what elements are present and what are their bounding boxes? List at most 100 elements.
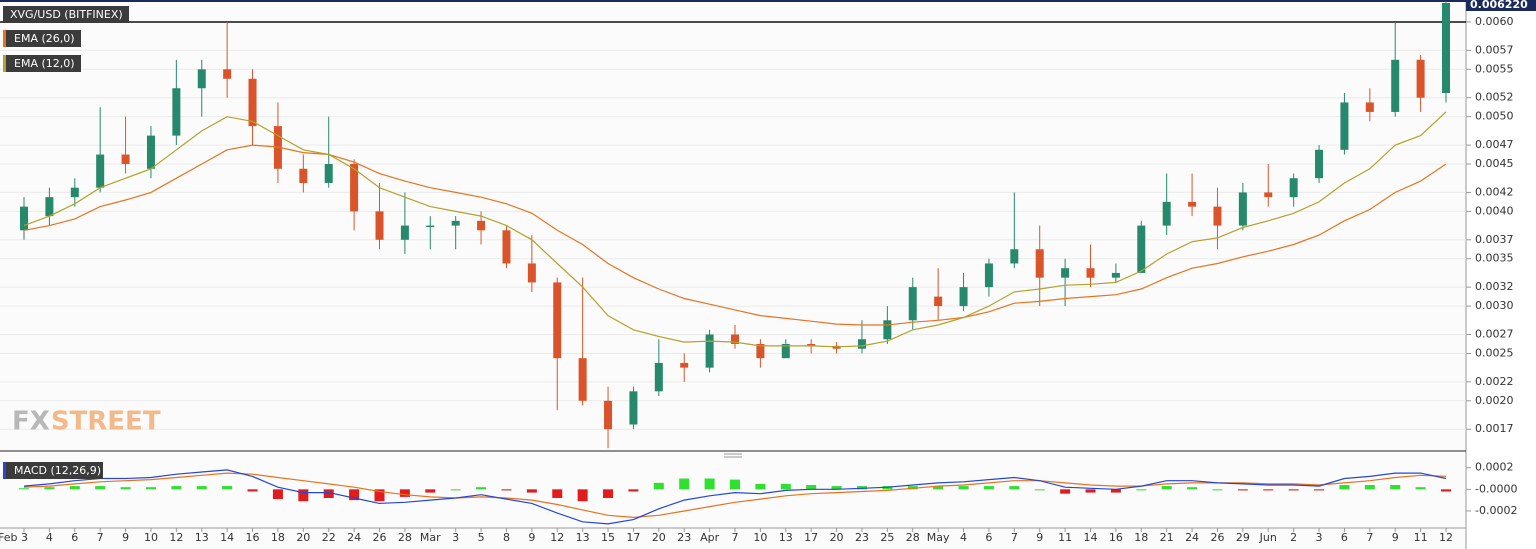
candle-body <box>400 225 409 240</box>
x-tick-label: 18 <box>1134 531 1148 544</box>
y-tick-label: 0.0037 <box>1475 233 1514 246</box>
candle-body <box>451 220 460 226</box>
histogram-bar <box>1085 489 1096 493</box>
candle-body <box>1289 178 1298 198</box>
candle-body <box>553 282 562 359</box>
y-tick-label: 0.0030 <box>1475 299 1514 312</box>
y-tick-label: 0.0040 <box>1475 204 1514 217</box>
candle-body <box>654 362 663 392</box>
candle-body <box>883 320 892 340</box>
candle-body <box>223 69 232 79</box>
x-tick-label: 20 <box>830 531 844 544</box>
histogram-bar <box>552 489 563 498</box>
candle-body <box>248 78 257 127</box>
histogram-bar <box>730 479 740 490</box>
x-tick-label: 16 <box>246 531 260 544</box>
histogram-bar <box>145 487 156 490</box>
watermark: FX STREET <box>12 407 161 437</box>
histogram-bar <box>450 489 461 491</box>
last-price-bg <box>1466 0 1536 11</box>
histogram-bar <box>1263 489 1274 491</box>
histogram-bar <box>1339 485 1350 490</box>
candle-body <box>527 263 536 283</box>
x-tick-label: Apr <box>700 531 720 544</box>
candle-body <box>1340 102 1349 150</box>
x-tick-label: 29 <box>1236 531 1250 544</box>
last-price-tag: 0.006220 <box>1466 0 1536 11</box>
candle-body <box>705 334 714 368</box>
histogram-bar <box>1009 486 1020 490</box>
x-tick-label: May <box>927 531 950 544</box>
x-tick-label: 14 <box>1084 531 1098 544</box>
candle-body <box>959 287 968 307</box>
histogram-bar <box>958 486 969 490</box>
x-tick-label: 28 <box>398 531 412 544</box>
legend-item: EMA (26,0) <box>3 30 81 47</box>
x-tick-label: Feb 3 <box>0 531 28 544</box>
histogram-bar <box>526 489 537 493</box>
x-tick-label: 15 <box>601 531 615 544</box>
candle-body <box>1010 249 1019 264</box>
tag-bg <box>3 6 129 23</box>
y-tick-label: 0.0020 <box>1475 394 1514 407</box>
histogram-bar <box>1060 489 1071 494</box>
x-tick-label: 9 <box>1392 531 1399 544</box>
histogram-bar <box>247 489 258 492</box>
x-tick-label: 17 <box>804 531 818 544</box>
histogram-bar <box>298 489 309 502</box>
marks <box>0 1 1466 525</box>
histogram-bar <box>69 486 80 490</box>
histogram-bar <box>755 483 766 490</box>
x-tick-label: 28 <box>906 531 920 544</box>
x-tick-label: 13 <box>195 531 209 544</box>
histogram-bar <box>1237 489 1248 491</box>
candle-body <box>629 391 638 425</box>
x-tick-label: 22 <box>322 531 336 544</box>
histogram-bar <box>806 485 817 490</box>
x-tick-label: 5 <box>478 531 485 544</box>
signal-line <box>23 472 1447 519</box>
candle-body <box>756 343 765 359</box>
candle-body <box>731 334 739 344</box>
y-tick-label: 0.0052 <box>1475 91 1514 104</box>
histogram-bar <box>1034 489 1045 491</box>
x-tick-label: 11 <box>1058 531 1072 544</box>
histogram-bar <box>425 489 436 493</box>
title-tag: XVG/USD (BITFINEX) <box>3 6 129 23</box>
candle-body <box>578 358 587 401</box>
ema-line <box>23 111 1447 348</box>
x-tick-label: 26 <box>373 531 387 544</box>
y-tick-label: 0.0055 <box>1475 62 1514 75</box>
x-tick-label: 20 <box>296 531 310 544</box>
y-tick-label: 0.0027 <box>1475 328 1514 341</box>
histogram-bar <box>196 486 207 490</box>
histogram-bar <box>1187 487 1198 490</box>
histogram-bar <box>653 482 664 490</box>
histogram-bar <box>19 488 29 490</box>
chart-title: XVG/USD (BITFINEX) <box>10 8 123 21</box>
candle-body <box>1315 149 1324 179</box>
plot-background <box>0 0 1466 549</box>
x-tick-label: 4 <box>46 531 53 544</box>
x-tick-label: 10 <box>144 531 158 544</box>
splitter[interactable] <box>724 453 742 458</box>
x-tick-label: 12 <box>1439 531 1453 544</box>
x-tick-label: 8 <box>503 531 510 544</box>
x-tick-label: 14 <box>220 531 234 544</box>
x-tick-label: 18 <box>271 531 285 544</box>
x-tick-label: 9 <box>122 531 129 544</box>
candle-body <box>1188 201 1197 207</box>
candle-body <box>781 343 790 359</box>
candle-body <box>807 343 816 346</box>
candle-body <box>1035 249 1044 278</box>
histogram-bar <box>1364 485 1375 490</box>
legend-swatch <box>3 30 6 47</box>
histogram-bar <box>1390 485 1401 490</box>
candle-body <box>1061 268 1070 278</box>
candle-body <box>121 154 130 165</box>
histogram-bar <box>95 486 106 490</box>
x-tick-label: 24 <box>1185 531 1199 544</box>
y-tick-label: 0.0017 <box>1475 422 1514 435</box>
x-tick-label: 4 <box>960 531 967 544</box>
histogram-bar <box>831 486 842 490</box>
